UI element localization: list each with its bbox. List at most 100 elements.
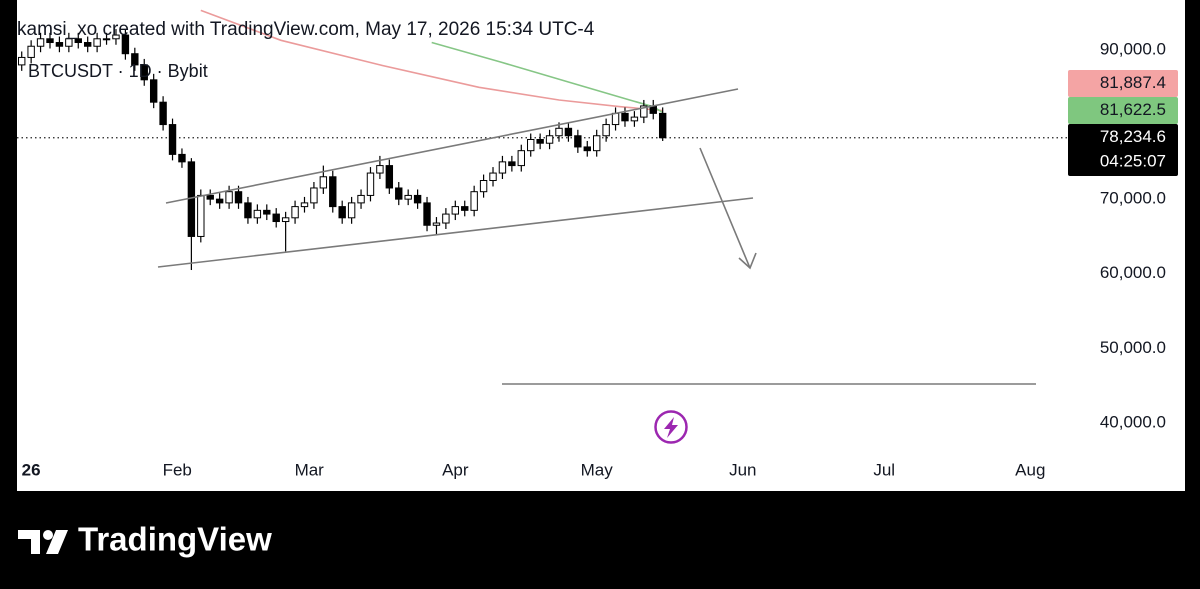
candle-body bbox=[423, 202, 431, 226]
y-tick-label: 70,000.0 bbox=[1100, 189, 1166, 208]
candle-body bbox=[244, 202, 252, 219]
candle-body bbox=[498, 161, 507, 174]
logo-mark bbox=[18, 530, 40, 554]
brand: TradingView bbox=[78, 521, 272, 558]
logo-mark bbox=[43, 530, 53, 540]
y-tick-label: 90,000.0 bbox=[1100, 39, 1166, 58]
candle-body bbox=[385, 165, 394, 189]
icon-circle[interactable] bbox=[654, 410, 688, 444]
chart-area bbox=[17, 0, 1185, 491]
candle-body bbox=[215, 198, 224, 204]
x-tick-label: Jun bbox=[729, 460, 756, 479]
price-label-box bbox=[1068, 124, 1178, 176]
y-tick-label: 50,000.0 bbox=[1100, 338, 1166, 357]
candle-body bbox=[234, 191, 243, 204]
candle-body bbox=[461, 206, 469, 211]
candle-body bbox=[112, 34, 120, 40]
candle-body bbox=[27, 45, 35, 58]
header: kamsi_xo created with TradingView.com, M… bbox=[17, 19, 595, 40]
candle-body bbox=[159, 101, 167, 126]
candle-body bbox=[149, 79, 158, 103]
arrow-line bbox=[699, 147, 751, 269]
candle-body bbox=[18, 56, 26, 66]
candle-body bbox=[140, 64, 148, 81]
candle-body bbox=[74, 38, 82, 44]
candle-body bbox=[404, 194, 412, 200]
candle-body bbox=[36, 38, 45, 47]
candle-body bbox=[536, 138, 544, 144]
candle-body bbox=[357, 194, 365, 204]
countdown: 04:25:07 bbox=[1100, 151, 1166, 170]
candle-body bbox=[621, 112, 629, 122]
candle-body bbox=[102, 38, 111, 41]
x-tick-label: Jul bbox=[873, 460, 895, 479]
x-tick-label: Feb bbox=[163, 460, 192, 479]
candle-body bbox=[55, 42, 64, 47]
candle-body bbox=[527, 138, 535, 152]
x-tick-label: 26 bbox=[22, 460, 41, 479]
candle-body bbox=[545, 135, 554, 144]
candle-body bbox=[263, 209, 271, 215]
candle-body bbox=[329, 176, 337, 208]
candle-body bbox=[564, 127, 573, 137]
candle-body bbox=[395, 187, 403, 200]
icon-bolt[interactable] bbox=[664, 417, 678, 438]
price-label: 81,887.4 bbox=[1100, 73, 1166, 92]
candle-body bbox=[413, 194, 422, 204]
price-label-box bbox=[1068, 97, 1178, 124]
y-tick-label: 60,000.0 bbox=[1100, 263, 1166, 282]
candle-body bbox=[432, 222, 441, 226]
arrow-head bbox=[738, 252, 757, 270]
candle-body bbox=[168, 124, 177, 155]
candle-body bbox=[451, 206, 460, 215]
trend-line bbox=[165, 88, 739, 204]
candle-body bbox=[65, 38, 73, 47]
tradingview-logo bbox=[18, 530, 68, 554]
moving-average bbox=[200, 9, 663, 112]
candle-body bbox=[489, 172, 497, 182]
candle-body bbox=[300, 202, 309, 208]
price-label: 78,234.6 bbox=[1100, 127, 1166, 146]
candle-body bbox=[338, 206, 346, 219]
y-tick-label: 40,000.0 bbox=[1100, 412, 1166, 431]
candle-body bbox=[83, 42, 92, 47]
candle-body bbox=[611, 112, 620, 126]
x-tick-label: Aug bbox=[1015, 460, 1045, 479]
symbol: BTCUSDT · 1D · Bybit bbox=[28, 61, 208, 81]
lightning-icon[interactable] bbox=[654, 410, 688, 444]
plot: 40,000.0 50,000.0 60,000.0 70,000.0 90,000.0… bbox=[17, 9, 1166, 491]
candle-body bbox=[479, 180, 488, 193]
candle-body bbox=[508, 161, 516, 167]
candle-body bbox=[470, 191, 478, 211]
candle-body bbox=[319, 176, 328, 189]
price-label-box bbox=[1068, 70, 1178, 97]
candle-body bbox=[46, 38, 54, 44]
candle-body bbox=[366, 172, 375, 196]
candle-body bbox=[583, 146, 591, 152]
candle-body bbox=[574, 135, 582, 148]
trend-line bbox=[157, 197, 754, 268]
candle-body bbox=[658, 112, 667, 139]
candle-body bbox=[602, 124, 610, 137]
candle-body bbox=[206, 194, 214, 200]
candle-body bbox=[630, 116, 639, 122]
candle-body bbox=[253, 209, 262, 219]
candle-body bbox=[640, 105, 648, 118]
candle-body bbox=[272, 213, 280, 223]
x-tick-label: Mar bbox=[295, 460, 325, 479]
candle-body bbox=[592, 135, 601, 152]
candle-body bbox=[555, 127, 563, 137]
candle-body bbox=[93, 38, 101, 47]
candle-body bbox=[225, 191, 233, 204]
candle-body bbox=[310, 187, 318, 204]
candle-body bbox=[197, 194, 205, 237]
drawings bbox=[157, 88, 1036, 385]
candle-body bbox=[131, 53, 139, 66]
price-labels: 81,887.4 81,622.5 78,234.6 04:25:07 bbox=[1068, 70, 1178, 176]
candle-body bbox=[376, 165, 384, 174]
candle-body bbox=[347, 202, 356, 219]
x-tick-label: Apr bbox=[442, 460, 469, 479]
candle-body bbox=[178, 153, 186, 163]
candle-body bbox=[121, 34, 130, 55]
